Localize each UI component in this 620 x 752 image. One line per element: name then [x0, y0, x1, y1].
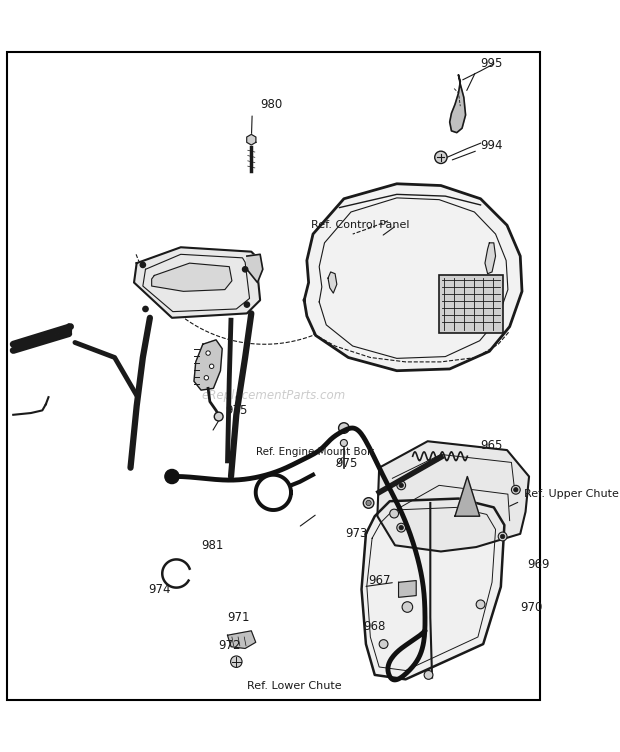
Polygon shape	[450, 75, 466, 132]
Polygon shape	[134, 247, 260, 318]
Circle shape	[498, 532, 507, 541]
Polygon shape	[455, 477, 480, 516]
Circle shape	[399, 483, 404, 487]
Circle shape	[461, 505, 470, 514]
Circle shape	[215, 412, 223, 421]
Text: 975: 975	[225, 404, 247, 417]
Circle shape	[244, 302, 249, 308]
Circle shape	[363, 498, 374, 508]
Text: 974: 974	[148, 583, 171, 596]
Text: 995: 995	[480, 57, 503, 71]
Polygon shape	[247, 254, 263, 283]
Text: 969: 969	[527, 558, 550, 572]
Text: eReplacementParts.com: eReplacementParts.com	[202, 389, 345, 402]
Circle shape	[210, 364, 214, 368]
Polygon shape	[304, 183, 522, 371]
Circle shape	[340, 439, 347, 447]
Circle shape	[424, 671, 433, 679]
Polygon shape	[399, 581, 416, 597]
Circle shape	[231, 656, 242, 668]
Text: 965: 965	[480, 439, 503, 452]
Circle shape	[512, 485, 520, 494]
Circle shape	[165, 469, 179, 484]
Text: Ref. Engine Mount Bolt: Ref. Engine Mount Bolt	[255, 447, 374, 456]
Circle shape	[206, 351, 210, 355]
Circle shape	[204, 375, 208, 380]
Polygon shape	[194, 340, 222, 390]
Polygon shape	[247, 135, 256, 145]
Text: 967: 967	[368, 574, 391, 587]
Circle shape	[397, 523, 405, 532]
Text: 973: 973	[346, 527, 368, 541]
Circle shape	[402, 602, 413, 612]
Circle shape	[143, 306, 148, 311]
Polygon shape	[152, 263, 232, 291]
Polygon shape	[485, 243, 495, 274]
Circle shape	[476, 600, 485, 609]
Circle shape	[397, 481, 405, 490]
Bar	[439, 275, 503, 333]
Text: 994: 994	[480, 139, 503, 153]
Circle shape	[399, 526, 404, 530]
Circle shape	[339, 423, 349, 433]
Text: 981: 981	[201, 538, 223, 552]
Text: 980: 980	[260, 98, 282, 111]
Text: 975: 975	[335, 456, 358, 470]
Circle shape	[366, 500, 371, 505]
Circle shape	[513, 487, 518, 492]
Polygon shape	[328, 272, 337, 293]
Text: Ref. Lower Chute: Ref. Lower Chute	[247, 681, 342, 691]
Text: 970: 970	[520, 601, 542, 614]
Polygon shape	[378, 441, 529, 551]
Circle shape	[435, 151, 447, 163]
Ellipse shape	[66, 324, 71, 336]
Text: 972: 972	[219, 639, 241, 652]
Circle shape	[242, 267, 248, 272]
Circle shape	[390, 509, 399, 518]
Polygon shape	[361, 499, 505, 679]
Polygon shape	[228, 631, 255, 648]
Text: Ref. Control Panel: Ref. Control Panel	[311, 220, 410, 230]
Text: 968: 968	[363, 620, 386, 633]
Circle shape	[140, 262, 146, 268]
Circle shape	[500, 534, 505, 538]
Text: Ref. Upper Chute: Ref. Upper Chute	[524, 489, 619, 499]
Text: 971: 971	[228, 611, 250, 624]
Circle shape	[379, 640, 388, 648]
